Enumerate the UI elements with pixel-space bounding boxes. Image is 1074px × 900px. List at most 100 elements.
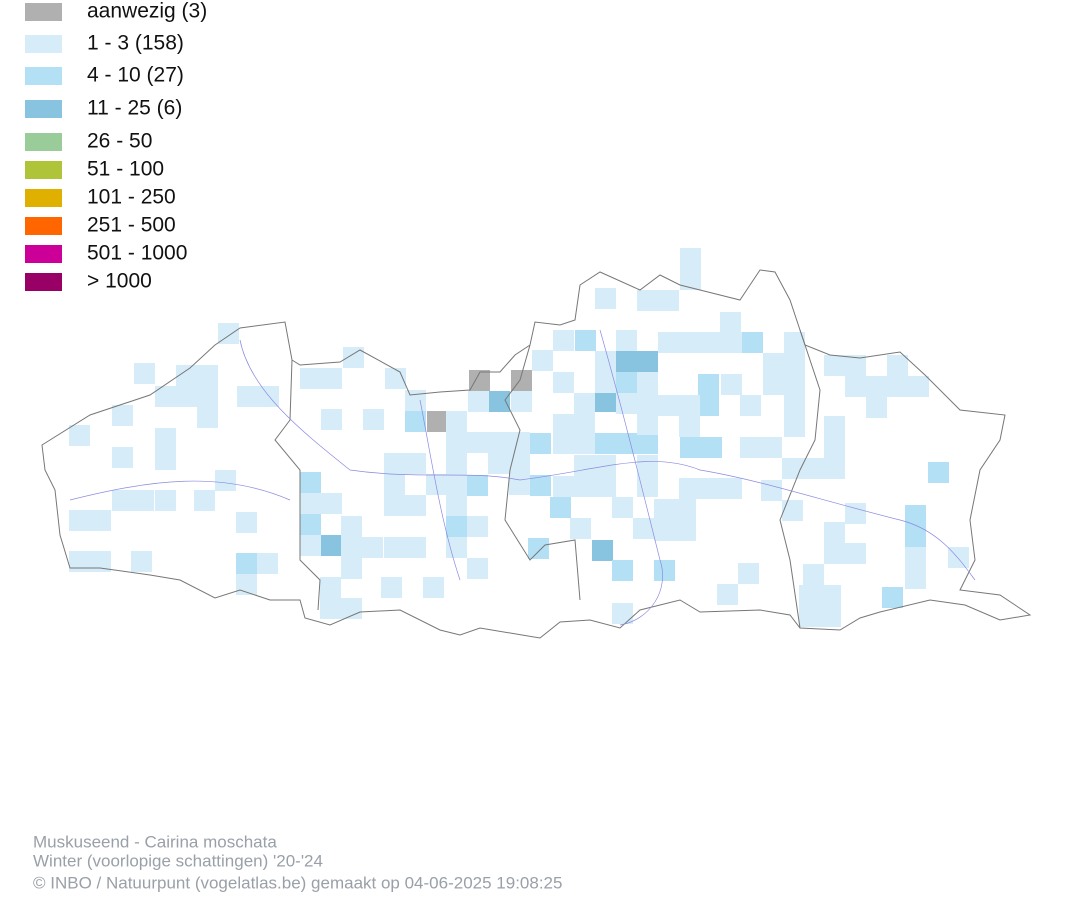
grid-cell [845, 355, 866, 376]
grid-cell [721, 374, 742, 395]
grid-cell [321, 493, 342, 514]
grid-cell [679, 332, 700, 353]
grid-cell [595, 351, 616, 372]
grid-cell [155, 490, 176, 511]
grid-cell [595, 391, 616, 412]
grid-cell [553, 433, 574, 454]
legend: aanwezig (3) 1 - 3 (158) 4 - 10 (27) 11 - 2… [25, 0, 207, 293]
grid-cell [799, 606, 820, 627]
grid-cell [320, 577, 341, 598]
grid-cell [405, 411, 426, 432]
grid-cell [197, 365, 218, 386]
grid-cell [69, 510, 90, 531]
grid-cell [363, 409, 384, 430]
grid-cell [236, 553, 257, 574]
grid-cell [633, 518, 654, 539]
grid-cell [446, 495, 467, 516]
grid-cell [574, 433, 595, 454]
grid-cell [782, 458, 803, 479]
grid-cell [824, 355, 845, 376]
grid-cell [782, 500, 803, 521]
grid-cell [637, 414, 658, 435]
province-borders [274, 329, 821, 629]
grid-cell [90, 551, 111, 572]
legend-swatch [25, 3, 62, 21]
grid-cell [784, 332, 805, 353]
grid-cell [595, 288, 616, 309]
grid-cell [215, 470, 236, 491]
grid-cell [799, 585, 820, 606]
legend-label: 51 - 100 [87, 158, 164, 181]
legend-swatch [25, 189, 62, 207]
grid-cell [381, 577, 402, 598]
grid-cell [321, 368, 342, 389]
grid-cell [320, 598, 341, 619]
grid-cell [721, 478, 742, 499]
grid-cell [341, 537, 362, 558]
grid-cell [658, 332, 679, 353]
grid-cell [654, 520, 675, 541]
grid-cell [612, 603, 633, 624]
grid-cell [155, 449, 176, 470]
grid-cell [574, 476, 595, 497]
legend-label: > 1000 [87, 270, 152, 293]
grid-cell [468, 391, 489, 412]
grid-cell [637, 455, 658, 476]
grid-cell [740, 395, 761, 416]
grid-cell [948, 547, 969, 568]
grid-cell [820, 606, 841, 627]
grid-cell [528, 538, 549, 559]
grid-cell [845, 543, 866, 564]
grid-cell [882, 587, 903, 608]
grid-cell [530, 433, 551, 454]
grid-cell [384, 474, 405, 495]
legend-label: 26 - 50 [87, 130, 152, 153]
grid-cell [112, 490, 133, 511]
grid-cell [654, 499, 675, 520]
grid-cell [69, 551, 90, 572]
grid-cell [133, 490, 154, 511]
grid-cell [845, 376, 866, 397]
grid-cell [300, 535, 321, 556]
grid-cell [658, 290, 679, 311]
grid-cell [300, 472, 321, 493]
grid-cell [300, 514, 321, 535]
legend-swatch [25, 35, 62, 53]
grid-cell [446, 537, 467, 558]
legend-label: aanwezig (3) [87, 0, 207, 23]
grid-cell [197, 386, 218, 407]
grid-cell [553, 330, 574, 351]
grid-cell [489, 391, 510, 412]
grid-cell [384, 453, 405, 474]
grid-cell [761, 437, 782, 458]
grid-cell [740, 437, 761, 458]
grid-cell [488, 453, 509, 474]
grid-cell [446, 516, 467, 537]
grid-cell [574, 455, 595, 476]
grid-cell [928, 462, 949, 483]
grid-cell [824, 522, 845, 543]
grid-cell [194, 490, 215, 511]
grid-cell [155, 386, 176, 407]
legend-label: 251 - 500 [87, 214, 176, 237]
grid-cell [553, 476, 574, 497]
legend-label: 11 - 25 (6) [87, 97, 182, 120]
grid-cell [469, 370, 490, 391]
grid-cell [405, 390, 426, 411]
grid-cell [237, 386, 258, 407]
grid-cell [467, 475, 488, 496]
grid-cell [405, 453, 426, 474]
grid-cell [550, 497, 571, 518]
grid-cell [595, 372, 616, 393]
grid-cell [680, 437, 701, 458]
grid-cell [595, 433, 616, 454]
grid-cell [467, 558, 488, 579]
grid-cell [824, 458, 845, 479]
grid-cell [341, 558, 362, 579]
grid-cell [637, 393, 658, 414]
region-outline [41, 269, 1032, 639]
grid-cell [405, 537, 426, 558]
grid-cell [616, 330, 637, 351]
